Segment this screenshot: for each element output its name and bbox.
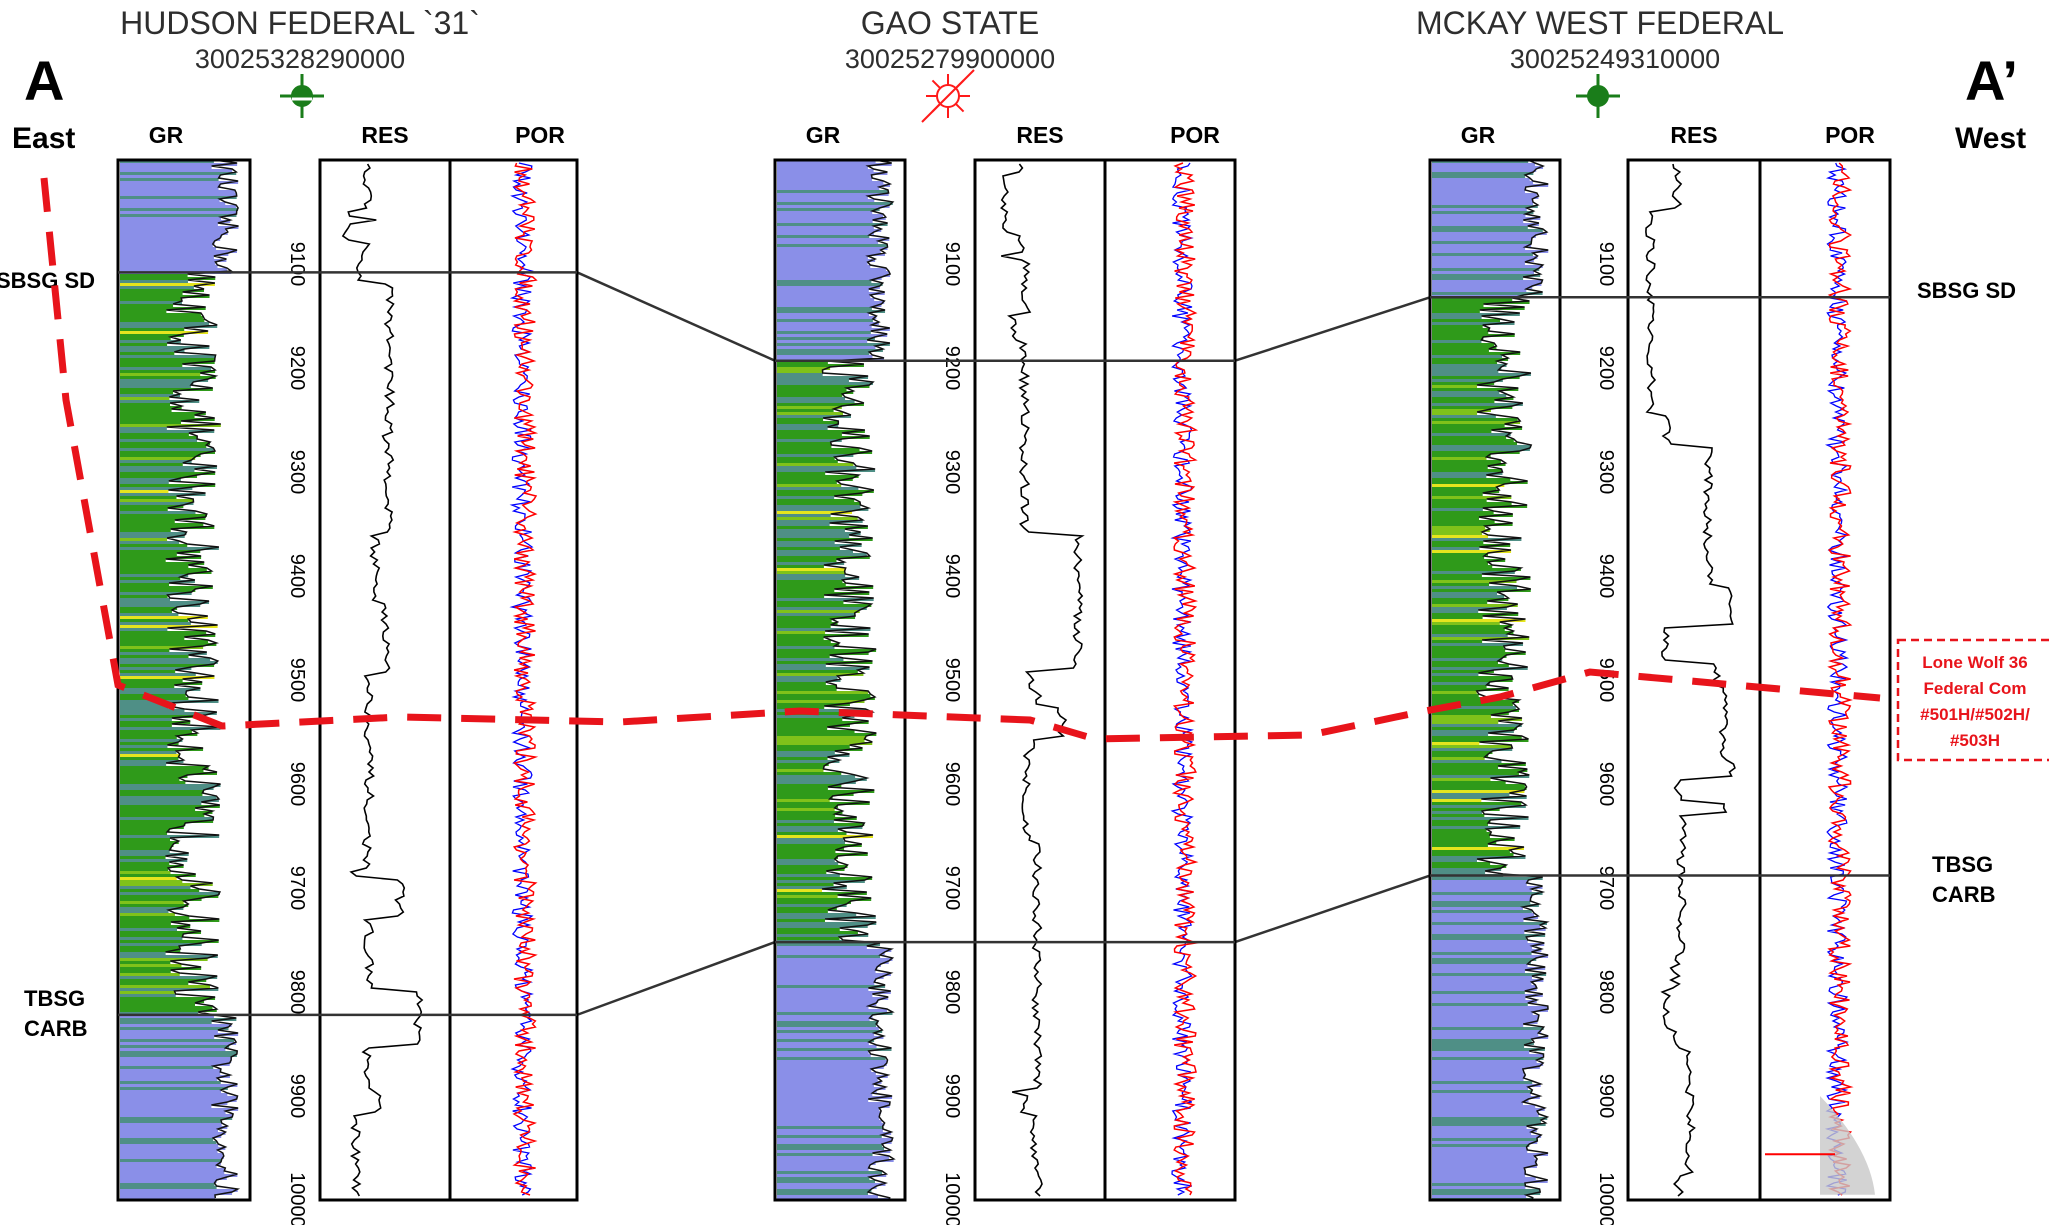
depth-tick-label: 9800 (941, 970, 963, 1015)
depth-tick-label: 9900 (1595, 1074, 1617, 1119)
oil-well-icon (1576, 74, 1620, 118)
right-base-formation-label-line1: TBSG (1932, 852, 1993, 877)
correlation-lines (576, 271, 1431, 1017)
well-api-number: 30025279900000 (845, 44, 1055, 74)
depth-tick-label: 9400 (941, 554, 963, 599)
depth-tick-label: 10000 (286, 1172, 308, 1225)
porosity-blue-curve (1824, 162, 1850, 1196)
lateral-note-line3: #501H/#502H/ (1920, 705, 2030, 724)
depth-tick-label: 9900 (286, 1074, 308, 1119)
dry-hole-icon (921, 69, 975, 123)
por-track-label: POR (1825, 122, 1875, 148)
depth-tick-label: 9100 (1595, 242, 1617, 287)
depth-tick-label: 9500 (941, 658, 963, 703)
porosity-red-curve (1171, 162, 1199, 1196)
well-logs: HUDSON FEDERAL `31`30025328290000 GR RES PO… (116, 5, 1892, 1225)
section-end-label: A’ (1965, 49, 2018, 112)
well-1: HUDSON FEDERAL `31`30025328290000 GR RES PO… (116, 5, 579, 1225)
depth-tick-label: 9100 (941, 242, 963, 287)
depth-tick-label: 9900 (941, 1074, 963, 1119)
left-base-formation-label-line1: TBSG (24, 986, 85, 1011)
well-name: MCKAY WEST FEDERAL (1416, 5, 1784, 41)
porosity-red-curve (1827, 162, 1854, 1196)
end-direction-label: West (1955, 122, 2026, 155)
porosity-crossover-shading (1820, 1096, 1875, 1195)
depth-tick-label: 9300 (1595, 450, 1617, 495)
depth-tick-label: 9800 (1595, 970, 1617, 1015)
depth-tick-label: 10000 (1595, 1172, 1617, 1225)
res-curve (341, 163, 424, 1197)
section-start-label: A (24, 49, 64, 112)
res-track-label: RES (1016, 122, 1063, 148)
depth-tick-label: 9100 (286, 242, 308, 287)
lateral-note-line4: #503H (1950, 731, 2000, 750)
right-top-formation-label: SBSG SD (1917, 278, 2016, 303)
res-curve (1000, 163, 1085, 1197)
depth-tick-label: 9600 (941, 762, 963, 807)
start-direction-label: East (12, 122, 75, 155)
correlation-connector (1234, 296, 1431, 362)
correlation-connector (576, 271, 776, 362)
depth-tick-label: 9500 (1595, 658, 1617, 703)
depth-tick-label: 9300 (286, 450, 308, 495)
porosity-red-curve (512, 162, 539, 1196)
depth-tick-label: 9700 (1595, 866, 1617, 911)
lateral-well-path (40, 177, 1881, 743)
correlation-connector (576, 940, 776, 1017)
depth-tick-label: 9500 (286, 658, 308, 703)
correlation-connector (1234, 874, 1431, 944)
porosity-blue-curve (1170, 162, 1195, 1196)
plugged-oil-well-icon (280, 74, 324, 118)
depth-tick-label: 9800 (286, 970, 308, 1015)
por-track-label: POR (1170, 122, 1220, 148)
porosity-blue-curve (509, 162, 535, 1196)
lateral-note-box: Lone Wolf 36 Federal Com #501H/#502H/ #5… (1896, 638, 2049, 762)
well-api-number: 30025249310000 (1510, 44, 1720, 74)
depth-tick-label: 9200 (1595, 346, 1617, 391)
gr-track (120, 159, 241, 1201)
res-track-label: RES (361, 122, 408, 148)
depth-tick-label: 9200 (941, 346, 963, 391)
depth-tick-label: 10000 (941, 1172, 963, 1225)
well-name: HUDSON FEDERAL `31` (120, 5, 480, 41)
gr-track-label: GR (806, 122, 841, 148)
depth-tick-label: 9400 (1595, 554, 1617, 599)
por-track-label: POR (515, 122, 565, 148)
right-base-formation-label-line2: CARB (1932, 882, 1996, 907)
depth-tick-label: 9700 (941, 866, 963, 911)
gr-track (777, 159, 896, 1201)
left-base-formation-label-line2: CARB (24, 1016, 88, 1041)
depth-tick-label: 9600 (286, 762, 308, 807)
gr-track-label: GR (1461, 122, 1496, 148)
depth-tick-label: 9700 (286, 866, 308, 911)
lateral-note-line1: Lone Wolf 36 (1922, 653, 2027, 672)
res-track-label: RES (1670, 122, 1717, 148)
well-name: GAO STATE (861, 5, 1039, 41)
gr-track-label: GR (149, 122, 184, 148)
depth-tick-label: 9600 (1595, 762, 1617, 807)
well-api-number: 30025328290000 (195, 44, 405, 74)
lateral-note-line2: Federal Com (1924, 679, 2027, 698)
left-top-formation-label: SBSG SD (0, 268, 95, 293)
depth-tick-label: 9300 (941, 450, 963, 495)
depth-tick-label: 9400 (286, 554, 308, 599)
depth-tick-label: 9200 (286, 346, 308, 391)
gr-track (1432, 159, 1550, 1201)
